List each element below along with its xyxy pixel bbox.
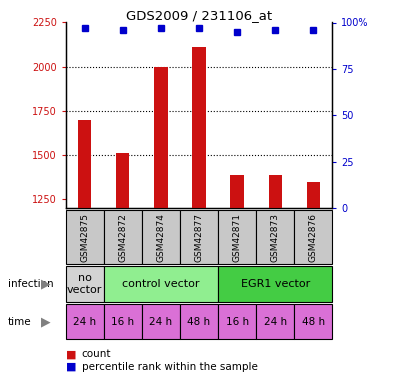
Bar (218, 266, 332, 302)
Bar (256, 304, 294, 339)
Text: 16 h: 16 h (226, 316, 249, 327)
Text: GSM42875: GSM42875 (80, 213, 89, 262)
Text: GSM42877: GSM42877 (195, 213, 203, 262)
Text: 48 h: 48 h (187, 316, 211, 327)
Text: time: time (8, 316, 31, 327)
Bar (218, 304, 256, 339)
Bar (142, 210, 180, 264)
Text: GSM42871: GSM42871 (232, 213, 242, 262)
Text: ■: ■ (66, 350, 76, 359)
Text: GSM42873: GSM42873 (271, 213, 280, 262)
Bar (104, 304, 142, 339)
Text: ▶: ▶ (41, 278, 51, 291)
Bar (256, 210, 294, 264)
Text: infection: infection (8, 279, 54, 289)
Text: ▶: ▶ (41, 315, 51, 328)
Text: no
vector: no vector (67, 273, 102, 295)
Text: 16 h: 16 h (111, 316, 135, 327)
Bar (78, 120, 92, 208)
Text: GSM42874: GSM42874 (156, 213, 166, 262)
Text: count: count (82, 350, 111, 359)
Text: control vector: control vector (122, 279, 200, 289)
Bar (66, 304, 104, 339)
Text: 24 h: 24 h (73, 316, 96, 327)
Bar (142, 304, 180, 339)
Bar (180, 304, 218, 339)
Bar (154, 67, 168, 208)
Text: GSM42872: GSM42872 (118, 213, 127, 262)
Bar (116, 153, 129, 208)
Text: percentile rank within the sample: percentile rank within the sample (82, 362, 258, 372)
Bar (269, 174, 282, 208)
Bar (294, 210, 332, 264)
Text: ■: ■ (66, 362, 76, 372)
Bar (66, 266, 104, 302)
Bar (180, 210, 218, 264)
Bar (192, 47, 206, 208)
Text: GDS2009 / 231106_at: GDS2009 / 231106_at (126, 9, 272, 22)
Text: 24 h: 24 h (263, 316, 287, 327)
Bar (294, 304, 332, 339)
Text: GSM42876: GSM42876 (309, 213, 318, 262)
Text: EGR1 vector: EGR1 vector (240, 279, 310, 289)
Bar (306, 183, 320, 208)
Bar (104, 266, 218, 302)
Bar (66, 210, 104, 264)
Bar (218, 210, 256, 264)
Bar (230, 176, 244, 208)
Text: 48 h: 48 h (302, 316, 325, 327)
Bar (104, 210, 142, 264)
Text: 24 h: 24 h (149, 316, 172, 327)
